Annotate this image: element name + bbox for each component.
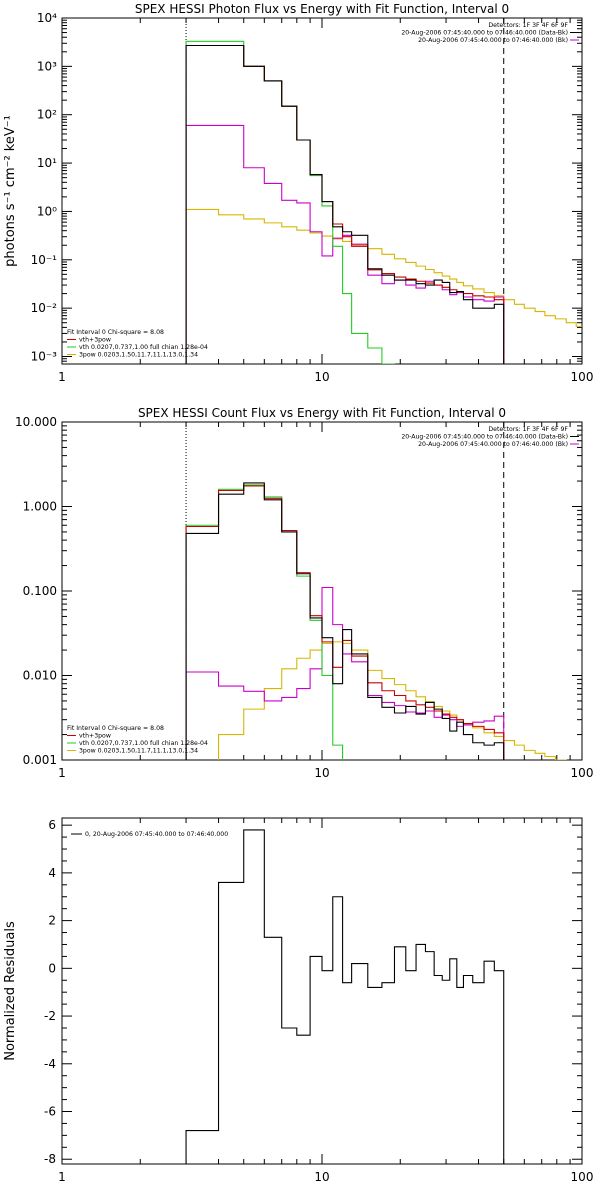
info-line: 20-Aug-2006 07:45:40.000 to 07:46:40.000…: [401, 434, 568, 441]
legend-entry: 3pow 0.0203,1.50,11.7,11.1,13.0,1.34: [79, 748, 198, 755]
x-axis: 1 10 100: [58, 818, 593, 1184]
y-tick-label: 10²: [37, 108, 57, 122]
y-tick-label: -4: [44, 1057, 56, 1071]
x-tick-label: 10: [314, 1170, 329, 1184]
y-axis: 0.001 0.010 0.100 1.000 10.000: [15, 415, 582, 767]
fit-header: Fit Interval 0 Chi-square = 8.08: [67, 329, 164, 336]
x-tick-label: 1: [58, 1170, 66, 1184]
series-group: [185, 40, 582, 364]
legend-entry: vth+3pow: [79, 337, 111, 344]
y-tick-label: 10⁻²: [31, 301, 58, 315]
y-tick-label: 10.000: [15, 415, 57, 429]
legend: Fit Interval 0 Chi-square = 8.08vth+3pow…: [67, 725, 208, 755]
x-axis: 1 10 100: [58, 18, 593, 384]
series-background: [185, 124, 505, 364]
legend: Fit Interval 0 Chi-square = 8.08vth+3pow…: [67, 329, 208, 359]
series-nonthermal: [217, 641, 567, 760]
x-tick-label: 1: [58, 766, 66, 780]
y-tick-label: 0.010: [23, 669, 57, 683]
y-tick-label: 10⁻¹: [31, 253, 58, 267]
y-tick-label: 10⁰: [37, 204, 57, 218]
legend: 0, 20-Aug-2006 07:45:40.000 to 07:46:40.…: [71, 831, 228, 838]
x-tick-label: 100: [571, 1170, 594, 1184]
y-tick-label: 10³: [37, 59, 57, 73]
chart-title: SPEX HESSI Count Flux vs Energy with Fit…: [138, 406, 506, 420]
y-tick-label: -2: [44, 1009, 56, 1023]
fit-header: Fit Interval 0 Chi-square = 8.08: [67, 725, 164, 732]
series-thermal: [185, 484, 344, 760]
info-line: Detectors: 1F 3F 4F 6F 9F: [488, 426, 568, 433]
legend-entry: vth+3pow: [79, 733, 111, 740]
x-tick-label: 100: [571, 370, 594, 384]
y-tick-label: 10¹: [37, 156, 57, 170]
legend-entry: 0, 20-Aug-2006 07:45:40.000 to 07:46:40.…: [85, 831, 228, 838]
series-data: [185, 44, 505, 364]
legend-entry: vth 0.0207,0.737,1.00 full chian 1.28e-0…: [79, 740, 208, 747]
info-line: 20-Aug-2006 07:45:40.000 to 07:46:40.000…: [418, 37, 568, 44]
series-total: [185, 44, 505, 364]
y-tick-label: 2: [48, 914, 56, 928]
series-nonthermal: [185, 208, 582, 364]
y-tick-label: 4: [48, 866, 56, 880]
series-group: [185, 829, 505, 1164]
x-tick-label: 100: [571, 766, 594, 780]
chart-panel-2: SPEX HESSI Count Flux vs Energy with Fit…: [15, 406, 593, 780]
y-axis: -8 -6 -4 -2 0 2 4 6: [44, 818, 582, 1166]
info-line: 20-Aug-2006 07:45:40.000 to 07:46:40.000…: [401, 30, 568, 37]
y-tick-label: 0: [48, 961, 56, 975]
x-tick-label: 10: [314, 370, 329, 384]
chart-panel-1: SPEX HESSI Photon Flux vs Energy with Fi…: [3, 2, 593, 384]
x-axis: 1 10 100: [58, 422, 593, 780]
y-axis-label: Normalized Residuals: [3, 921, 18, 1061]
y-tick-label: 0.001: [23, 753, 57, 767]
chart-panel-3: 1 10 100 -8 -6 -4 -2 0 2 4 6 Normalized Residuals 0,…: [3, 817, 593, 1184]
y-tick-label: 6: [48, 818, 56, 832]
y-tick-label: 1.000: [23, 500, 57, 514]
y-tick-label: 0.100: [23, 584, 57, 598]
x-tick-label: 10: [314, 766, 329, 780]
y-axis: 10⁻³ 10⁻² 10⁻¹ 10⁰ 10¹ 10² 10³ 10⁴: [31, 11, 582, 365]
series-thermal: [185, 40, 396, 364]
series-background: [185, 586, 505, 760]
legend-entry: vth 0.0207,0.737,1.00 full chian 1.28e-0…: [79, 344, 208, 351]
info-line: Detectors: 1F 3F 4F 6F 9F: [488, 22, 568, 29]
chart-title: SPEX HESSI Photon Flux vs Energy with Fi…: [135, 2, 509, 16]
y-tick-label: 10⁴: [37, 11, 57, 25]
y-tick-label: 10⁻³: [31, 350, 58, 364]
y-tick-label: -8: [44, 1152, 56, 1166]
series-group: [185, 482, 567, 760]
legend-entry: 3pow 0.0203,1.50,11.7,11.1,13.0,1.34: [79, 352, 198, 359]
x-tick-label: 1: [58, 370, 66, 384]
series-data: [185, 482, 505, 760]
info-line: 20-Aug-2006 07:45:40.000 to 07:46:40.000…: [418, 441, 568, 448]
series-residuals: [185, 829, 505, 1164]
y-tick-label: -6: [44, 1105, 56, 1119]
y-axis-label: photons s⁻¹ cm⁻² keV⁻¹: [3, 115, 18, 267]
